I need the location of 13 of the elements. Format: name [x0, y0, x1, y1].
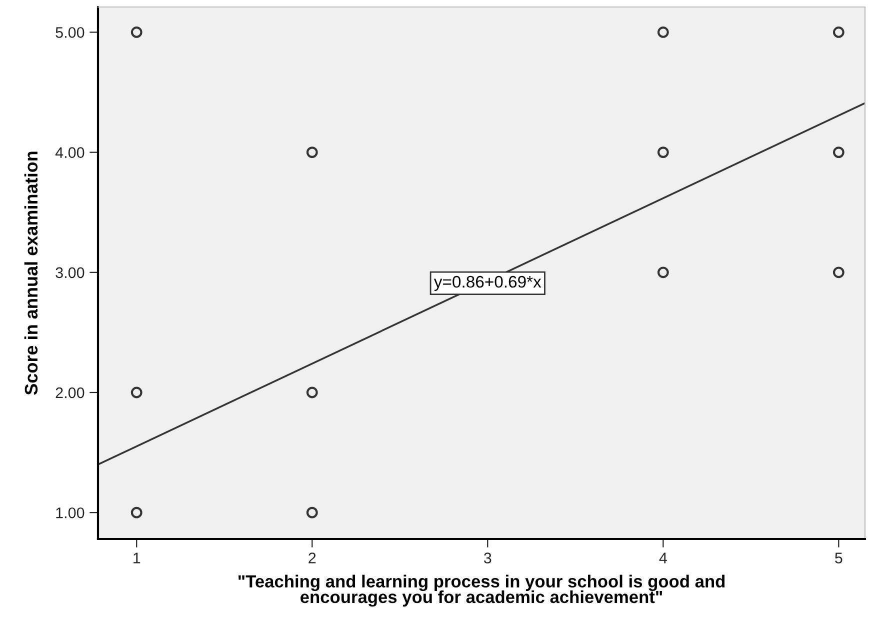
y-tick-label: 2.00: [56, 387, 84, 398]
x-tick-label: 1: [134, 552, 140, 564]
x-tick-label: 5: [835, 552, 842, 564]
y-tick-label: 3.00: [56, 267, 84, 278]
y-axis-title: Score in annual examination: [24, 152, 38, 395]
y-tick-label: 4.00: [55, 147, 84, 158]
x-tick-label: 3: [484, 552, 492, 564]
x-axis-title: "Teaching and learning process in your school is good and encourages you for academic achievement": [238, 574, 725, 607]
y-tick-label: 5.00: [56, 27, 84, 38]
x-tick-label: 2: [308, 552, 316, 564]
y-tick-label: 1.00: [56, 507, 84, 518]
annotation: y=0.86+0.69*x: [434, 276, 542, 291]
x-tick-label: 4: [659, 552, 667, 564]
